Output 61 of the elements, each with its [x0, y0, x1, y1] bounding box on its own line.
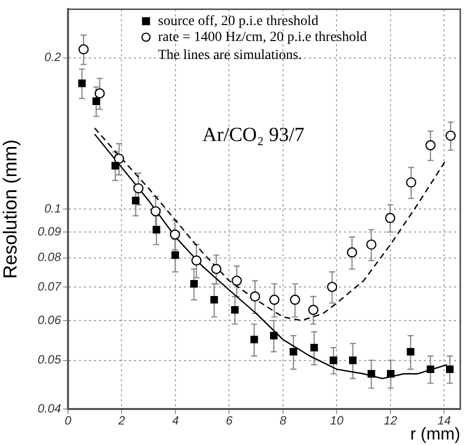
point [190, 280, 198, 288]
point [270, 332, 278, 340]
y-tick-label: 0.1 [44, 201, 61, 216]
x-tick-label: 2 [117, 414, 126, 428]
point [250, 291, 260, 302]
point [406, 348, 414, 356]
point [78, 44, 89, 54]
annotation: Ar/CO₂ 93/7 [202, 124, 304, 146]
point [368, 370, 376, 378]
point [366, 239, 376, 250]
y-tick-label: 0.09 [38, 224, 62, 238]
y-tick-label: 0.04 [38, 401, 62, 416]
x-tick-label: 12 [384, 414, 398, 428]
point [290, 348, 298, 356]
point [308, 304, 318, 315]
y-axis-title: Resolution (mm) [0, 139, 22, 279]
legend-label: rate = 1400 Hz/cm, 20 p.i.e threshold [158, 30, 367, 45]
y-tick-label: 0.08 [38, 250, 62, 264]
x-tick-label: 6 [226, 414, 233, 428]
point [232, 276, 242, 286]
point [94, 88, 105, 98]
y-tick-label: 0.2 [44, 50, 62, 64]
line-series [94, 127, 448, 322]
point [310, 344, 318, 352]
point [406, 177, 416, 188]
x-tick-label: 4 [172, 414, 180, 428]
point [349, 356, 357, 364]
point [327, 282, 338, 292]
legend-label: source off, 20 p.i.e threshold [158, 14, 318, 29]
point [269, 294, 280, 305]
point [132, 196, 140, 204]
point [290, 294, 300, 305]
point [210, 296, 218, 304]
y-tick-label: 0.05 [38, 352, 62, 367]
point [231, 306, 239, 314]
point [211, 264, 222, 274]
point [170, 229, 180, 240]
annotation: The lines are simulations. [158, 48, 302, 63]
point [346, 247, 358, 258]
point [191, 255, 202, 266]
point [426, 365, 434, 374]
point [446, 130, 456, 141]
x-tick-label: 10 [330, 414, 344, 428]
x-tick-label: 0 [64, 414, 72, 428]
point [385, 212, 396, 224]
point [250, 336, 258, 344]
point [78, 80, 86, 88]
y-tick-label: 0.07 [38, 279, 62, 294]
point [112, 162, 120, 170]
point [330, 356, 338, 364]
point [171, 251, 179, 259]
x-tick-label: 8 [280, 414, 287, 428]
point [133, 183, 144, 194]
point [446, 365, 454, 374]
y-tick-label: 0.06 [38, 312, 62, 327]
point [92, 97, 100, 105]
point [425, 140, 436, 150]
point [386, 370, 394, 378]
point [114, 154, 124, 164]
point [152, 226, 160, 234]
point [150, 206, 161, 216]
